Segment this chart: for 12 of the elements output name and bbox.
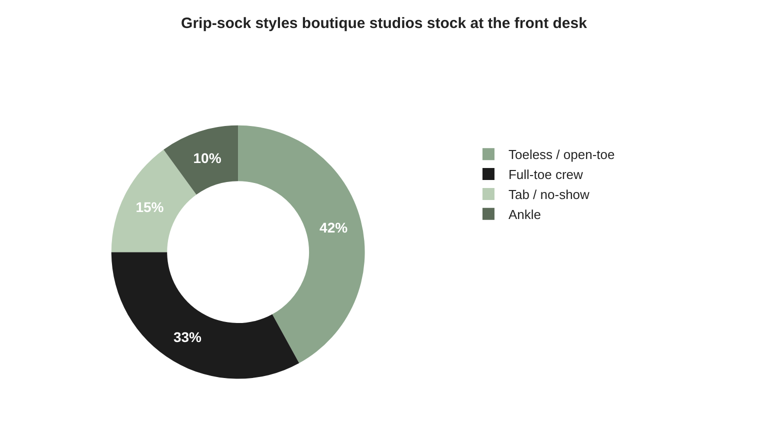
donut-slice — [111, 252, 300, 379]
donut-slice — [164, 125, 238, 195]
legend-label: Ankle — [508, 206, 542, 222]
data-label: 15% — [136, 199, 164, 216]
data-label: 33% — [173, 329, 202, 346]
data-label: 10% — [193, 150, 222, 166]
data-label: 42% — [320, 220, 348, 236]
donut-slice — [238, 125, 365, 364]
chart-title: Grip-sock styles boutique studios stock at the front desk — [181, 14, 588, 32]
legend-label: Toeless / open-toe — [508, 147, 615, 162]
legend-label: Tab / no-show — [508, 187, 590, 202]
legend-label: Full-toe crew — [508, 167, 584, 182]
